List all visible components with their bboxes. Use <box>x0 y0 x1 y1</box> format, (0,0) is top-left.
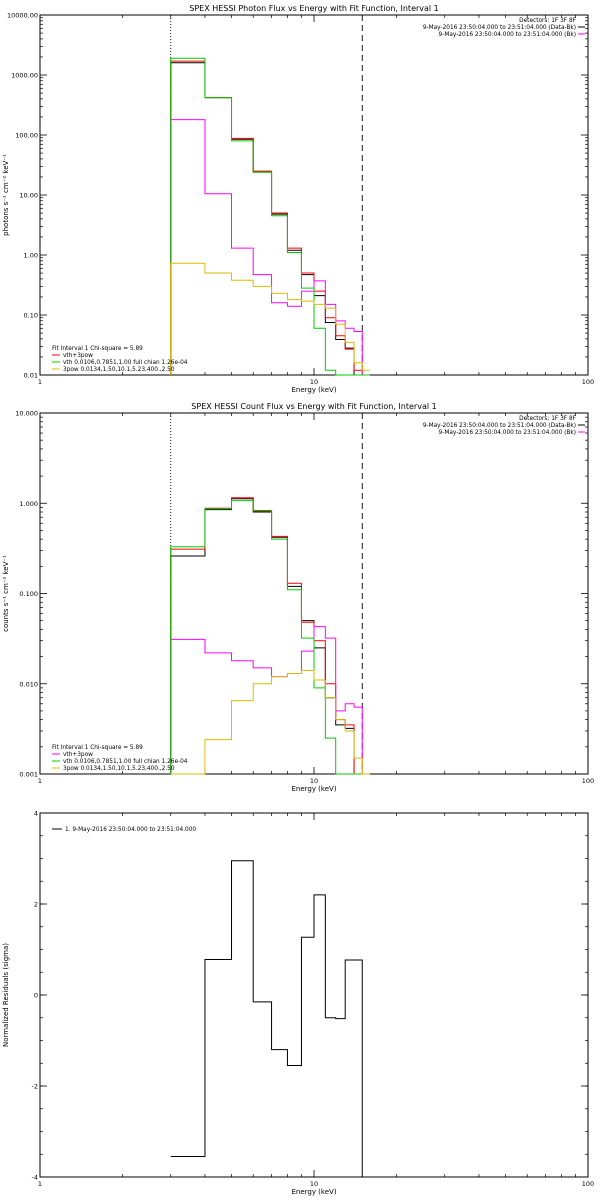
x-tick-label: 10 <box>310 378 318 386</box>
x-tick-label: 100 <box>582 378 594 386</box>
fit-legend-entry: vth 0.0106,0.7851,1.00 full chian 1.26e-… <box>63 759 188 765</box>
y-tick-label: 10.00 <box>19 192 38 200</box>
chart-panel-2: SPEX HESSI Count Flux vs Energy with Fit… <box>2 402 594 793</box>
info-line: 9-May-2016 23:50:04.000 to 23:51:04.000 … <box>439 430 576 436</box>
y-axis-label: photons s⁻¹ cm⁻² keV⁻¹ <box>2 154 10 236</box>
info-line: 9-May-2016 23:50:04.000 to 23:51:04.000 … <box>439 32 576 38</box>
info-line: 9-May-2016 23:50:04.000 to 23:51:04.000 … <box>423 423 576 429</box>
chart-title: SPEX HESSI Count Flux vs Energy with Fit… <box>191 402 436 411</box>
chart-title: SPEX HESSI Photon Flux vs Energy with Fi… <box>189 4 439 13</box>
series-vth-3pow <box>170 497 370 775</box>
y-tick-label: -4 <box>32 1174 38 1182</box>
x-tick-label: 10 <box>310 1180 318 1188</box>
x-tick-label: 1 <box>38 1180 42 1188</box>
x-tick-label: 100 <box>582 1180 594 1188</box>
y-tick-label: 10.000 <box>15 410 38 418</box>
series-bk <box>170 119 370 376</box>
chart-panel-3: 1 10 100 Energy (keV) -4 -2 0 2 4 Normalized Resi… <box>2 810 594 1197</box>
y-tick-label: 1.000 <box>19 500 38 508</box>
y-tick-label: -2 <box>32 1083 38 1091</box>
fit-legend-header: Fit Interval 1 Chi-square = 5.89 <box>52 745 143 751</box>
y-tick-label: 0.100 <box>19 590 38 598</box>
x-axis-label: Energy (keV) <box>291 386 336 394</box>
fit-legend-entry: vth 0.0106,0.7851,1.00 full chian 1.26e-… <box>63 360 188 366</box>
y-tick-label: 0.010 <box>19 680 38 688</box>
plot-frame <box>39 812 589 1178</box>
fit-legend-entry: vth+3pow <box>63 353 93 359</box>
y-tick-label: 100.00 <box>15 132 38 140</box>
x-tick-label: 1 <box>38 378 42 386</box>
series-3pow <box>170 262 370 375</box>
x-axis-label: Energy (keV) <box>291 1188 336 1196</box>
y-tick-label: 4 <box>34 810 38 818</box>
series-vth-3pow <box>170 60 370 376</box>
y-axis-label: Normalized Residuals (sigma) <box>2 943 10 1047</box>
y-tick-label: 1000.00 <box>11 72 38 80</box>
x-tick-label: 1 <box>38 777 42 785</box>
fit-legend-entry: vth+3pow <box>63 752 93 758</box>
y-tick-label: 10000.00 <box>7 12 38 20</box>
series-3pow <box>170 670 370 775</box>
series-residuals <box>170 860 363 1177</box>
y-tick-label: 0.10 <box>24 312 38 320</box>
fit-legend-header: Fit Interval 1 Chi-square = 5.89 <box>52 346 143 352</box>
info-line: Detectors: 1F 3F 8F <box>519 416 576 422</box>
x-tick-label: 10 <box>310 777 318 785</box>
plot-frame <box>39 412 589 775</box>
series-data-bk <box>170 62 370 376</box>
x-axis-label: Energy (keV) <box>291 785 336 793</box>
series-data-bk <box>170 498 370 775</box>
y-tick-label: 0.001 <box>19 771 38 779</box>
y-tick-label: 0.01 <box>24 372 38 380</box>
series-bk <box>170 626 370 775</box>
y-axis-label: counts s⁻¹ cm⁻² keV⁻¹ <box>2 555 10 632</box>
series-vth <box>170 500 370 775</box>
fit-legend-entry: 3pow 0.0134,1.50,10.1,5.23,400.,2.50 <box>63 766 175 772</box>
y-tick-label: 2 <box>34 901 38 909</box>
y-tick-label: 1.00 <box>24 252 38 260</box>
chart-panel-1: SPEX HESSI Photon Flux vs Energy with Fi… <box>2 4 594 394</box>
info-line: Detectors: 1F 3F 8F <box>519 18 576 24</box>
info-line: 9-May-2016 23:50:04.000 to 23:51:04.000 … <box>423 25 576 31</box>
fit-legend-entry: 3pow 0.0134,1.50,10.1,5.23,400.,2.50 <box>63 367 175 373</box>
legend-entry: 1. 9-May-2016 23:50:04.000 to 23:51:04.0… <box>65 827 196 833</box>
y-tick-label: 0 <box>34 992 38 1000</box>
series-vth <box>170 57 370 376</box>
x-tick-label: 100 <box>582 777 594 785</box>
